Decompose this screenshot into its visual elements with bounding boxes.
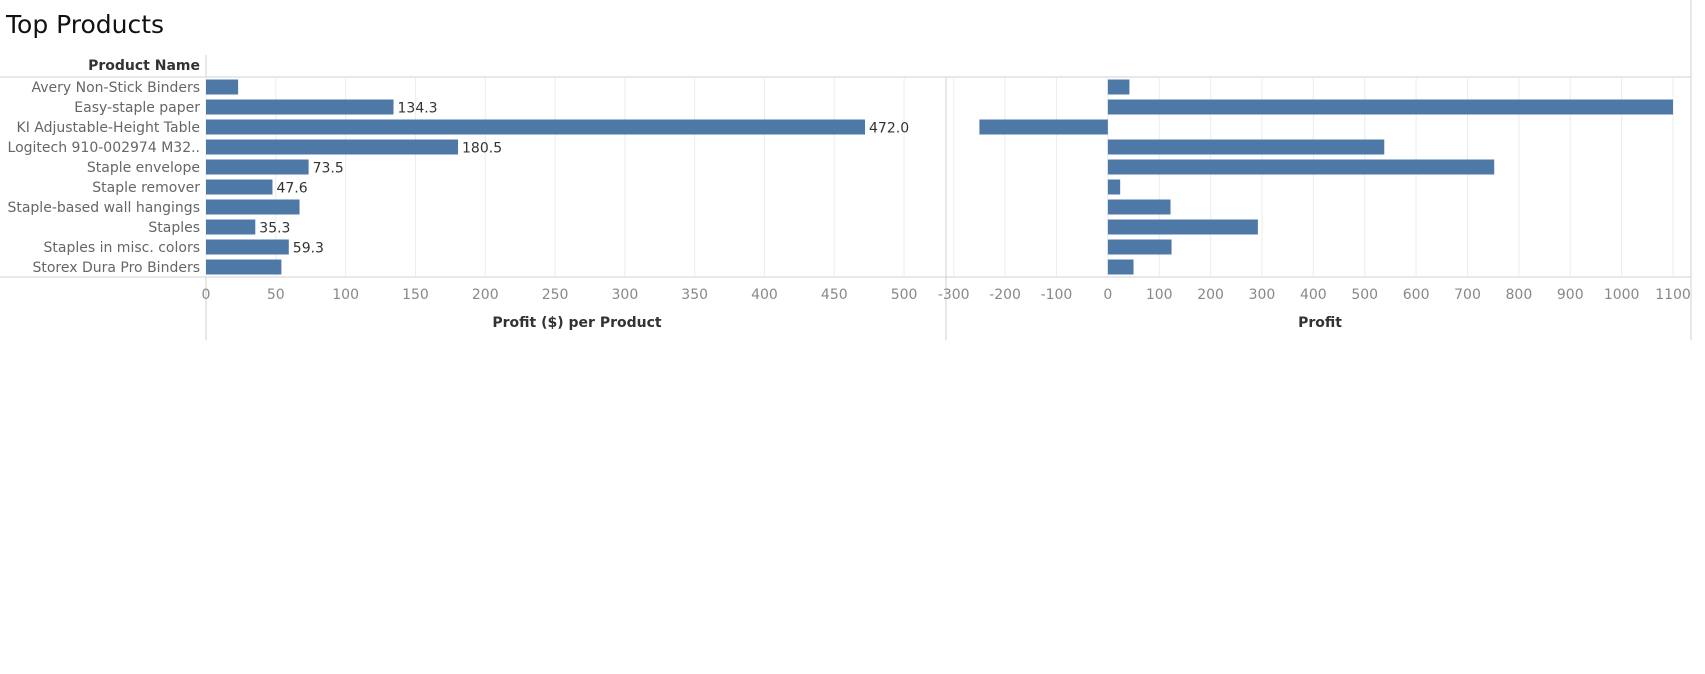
bar: [206, 219, 256, 235]
bar: [1107, 199, 1171, 215]
bar: [1107, 219, 1258, 235]
profit-per-product-tick-label: 0: [202, 287, 211, 303]
bar: [1107, 99, 1674, 115]
row-header-label: Product Name: [88, 58, 200, 74]
profit-per-product-tick-label: 450: [821, 287, 848, 303]
data-label: 180.5: [462, 141, 502, 157]
bar: [206, 259, 282, 275]
bar: [1107, 139, 1385, 155]
profit-tick-label: 700: [1454, 287, 1481, 303]
bar: [206, 79, 239, 95]
profit-per-product-tick-label: 200: [472, 287, 499, 303]
profit-per-product-tick-label: 500: [891, 287, 918, 303]
row-label: Storex Dura Pro Binders: [32, 260, 200, 276]
profit-tick-label: 500: [1351, 287, 1378, 303]
page-title: Top Products: [6, 10, 165, 39]
profit-tick-label: -200: [989, 287, 1021, 303]
profit-tick-label: 400: [1300, 287, 1327, 303]
profit-per-product-bars: 134.3 472.0 180.5 73.5 47.6 35.359.3: [206, 79, 909, 275]
row-label: KI Adjustable-Height Table: [17, 120, 200, 136]
data-label: 73.5: [313, 161, 344, 177]
row-label: Logitech 910-002974 M32..: [8, 140, 200, 156]
bar: [206, 119, 866, 135]
profit-per-product-tick-label: 50: [267, 287, 285, 303]
profit-per-product-tick-label: 150: [402, 287, 429, 303]
bar: [206, 99, 394, 115]
bar: [1107, 239, 1172, 255]
profit-per-product-tick-label: 100: [332, 287, 359, 303]
profit-per-product-tick-label: 300: [612, 287, 639, 303]
bar: [1107, 159, 1495, 175]
profit-per-product-tick-label: 350: [681, 287, 708, 303]
bar: [1107, 79, 1130, 95]
row-label: Avery Non-Stick Binders: [31, 80, 200, 96]
row-label: Easy-staple paper: [74, 100, 200, 116]
bar: [979, 119, 1108, 135]
row-label: Staples: [148, 220, 200, 236]
profit-tick-label: -300: [938, 287, 970, 303]
bar: [206, 179, 273, 195]
profit-tick-label: 200: [1197, 287, 1224, 303]
bar: [206, 159, 309, 175]
bar: [206, 139, 459, 155]
profit-tick-label: 900: [1557, 287, 1584, 303]
x-axis-title-profit-per-product: Profit ($) per Product: [492, 315, 662, 331]
row-labels: Avery Non-Stick Binders Easy-staple paper…: [7, 80, 200, 276]
bar: [1107, 259, 1134, 275]
bar: [206, 199, 300, 215]
profit-tick-label: 0: [1103, 287, 1112, 303]
profit-per-product-tick-label: 250: [542, 287, 569, 303]
row-label: Staples in misc. colors: [44, 240, 201, 256]
data-label: 47.6: [276, 181, 307, 197]
profit-tick-label: 300: [1249, 287, 1276, 303]
profit-per-product-tick-label: 400: [751, 287, 778, 303]
bar: [1107, 179, 1121, 195]
x-axis-title-profit: Profit: [1298, 315, 1342, 331]
bar: [206, 239, 289, 255]
data-label: 35.3: [259, 221, 290, 237]
row-label: Staple remover: [92, 180, 200, 196]
data-label: 134.3: [398, 101, 438, 117]
row-label: Staple-based wall hangings: [7, 200, 200, 216]
profit-tick-label: 800: [1506, 287, 1533, 303]
axis-ticks: 0 50 100 150 200 250 300 350 400 450 500 -300 -200 -1…: [202, 287, 1691, 303]
profit-tick-label: 100: [1146, 287, 1173, 303]
profit-tick-label: 1000: [1604, 287, 1640, 303]
profit-tick-label: 600: [1403, 287, 1430, 303]
data-label: 472.0: [869, 121, 909, 137]
profit-bars: [979, 79, 1674, 275]
row-label: Staple envelope: [87, 160, 200, 176]
profit-tick-label: -100: [1041, 287, 1073, 303]
profit-tick-label: 1100: [1655, 287, 1691, 303]
data-label: 59.3: [293, 241, 324, 257]
